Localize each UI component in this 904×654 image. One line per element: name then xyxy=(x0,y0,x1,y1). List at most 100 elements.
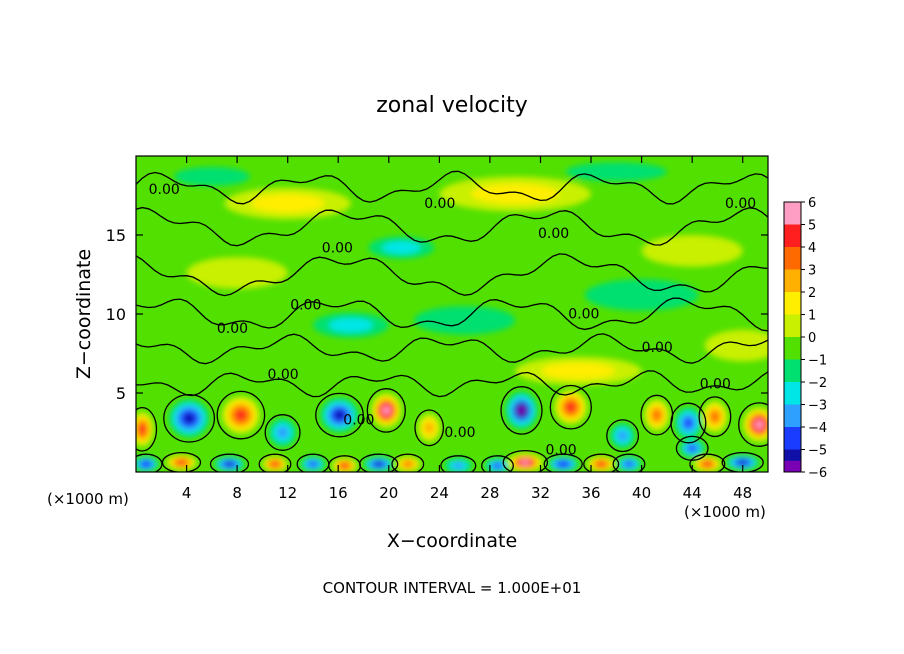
y-axis-label: Z−coordinate xyxy=(73,249,95,379)
velocity-eddy-13-level-4 xyxy=(754,420,764,430)
colorbar-swatch-10 xyxy=(784,427,801,450)
contour-label-12: 0.00 xyxy=(444,425,475,441)
contour-line-3 xyxy=(136,297,768,332)
velocity-eddy-21-level-3 xyxy=(403,461,412,467)
contour-label-0: 0.00 xyxy=(149,182,180,198)
contour-label-10: 0.00 xyxy=(700,376,731,392)
velocity-eddy-0-level-4 xyxy=(139,424,146,434)
colorbar-label-4: 2 xyxy=(808,286,816,301)
contour-eddy-23 xyxy=(481,455,514,472)
contour-labels: 0.00 0.00 0.00 0.00 0.00 0.00 0.00 0.00 0.00 0.00… xyxy=(149,182,757,459)
contour-label-7: 0.00 xyxy=(568,307,599,323)
velocity-eddy-23-level-3 xyxy=(493,463,502,469)
velocity-eddy-25-level-4 xyxy=(559,462,568,467)
velocity-eddy-19-level-4 xyxy=(341,463,348,468)
velocity-band-9 xyxy=(173,167,250,186)
contour-eddy-4 xyxy=(315,392,364,438)
x-tick-label-3: 16 xyxy=(329,484,348,502)
contour-eddy-20 xyxy=(359,453,399,472)
velocity-band-8-level-1 xyxy=(541,362,616,380)
contour-eddy-9 xyxy=(606,419,640,453)
velocity-eddy-14-level-4 xyxy=(142,462,150,467)
colorbar-label-7: −1 xyxy=(808,354,827,369)
velocity-band-7 xyxy=(186,257,288,289)
contour-label-2: 0.00 xyxy=(538,226,569,242)
velocity-eddy-9-level-2 xyxy=(617,430,628,441)
y-axis-ticks: 5 10 15 xyxy=(106,226,768,403)
colorbar-swatch-2 xyxy=(784,247,801,270)
colorbar-swatch-3 xyxy=(784,269,801,293)
x-tick-label-11: 48 xyxy=(733,484,752,502)
velocity-eddy-2-level-4 xyxy=(236,410,246,420)
contour-eddy-2 xyxy=(216,390,266,440)
velocity-eddy-10-level-3 xyxy=(652,410,661,421)
velocity-eddy-16-level-4 xyxy=(225,462,234,467)
x-tick-label-0: 4 xyxy=(182,484,192,502)
contour-line-2 xyxy=(136,253,768,297)
x-tick-label-6: 28 xyxy=(480,484,499,502)
colorbar-swatch-4 xyxy=(784,292,801,315)
contour-eddy-12 xyxy=(698,396,732,438)
velocity-eddy-18-level-3 xyxy=(309,461,317,467)
colorbar-swatch-7 xyxy=(784,359,801,383)
colorbar-swatch-8 xyxy=(784,382,801,405)
velocity-eddy-26-level-4 xyxy=(597,462,605,467)
contour-label-1: 0.00 xyxy=(424,196,455,212)
contour-label-11: 0.00 xyxy=(343,413,374,429)
colorbar-swatch-0 xyxy=(784,202,801,225)
contour-line-0 xyxy=(136,170,768,205)
x-axis-ticks: 4 8 12 16 20 24 28 32 36 40 44 48 xyxy=(182,156,752,502)
colorbar-swatch-1 xyxy=(784,224,801,248)
velocity-eddy-24-level-4 xyxy=(520,460,530,465)
velocity-eddy-4-level-4 xyxy=(334,410,345,420)
contour-label-5: 0.00 xyxy=(290,297,321,313)
x-tick-label-10: 44 xyxy=(683,484,702,502)
contour-eddy-27 xyxy=(612,453,646,472)
contour-eddy-28 xyxy=(675,435,709,461)
contour-label-4: 0.00 xyxy=(322,240,353,256)
velocity-band-0-level-1 xyxy=(382,241,421,255)
contour-eddy-22 xyxy=(440,455,477,472)
contour-eddy-25 xyxy=(543,453,583,472)
colorbar: 6 5 4 3 2 1 0 −1 −2 −3 −4 −5 −6 xyxy=(783,196,827,481)
contour-line-4 xyxy=(136,333,768,365)
velocity-eddy-5-level-4 xyxy=(382,405,391,415)
contour-eddy-7 xyxy=(500,386,543,435)
contour-eddy-26 xyxy=(583,453,620,472)
contour-line-1 xyxy=(136,206,768,247)
x-axis-label: X−coordinate xyxy=(387,530,517,552)
velocity-eddy-7-level-4 xyxy=(517,405,526,416)
plot-area xyxy=(136,156,768,472)
velocity-eddy-1-level-4 xyxy=(183,413,195,424)
colorbar-label-10: −4 xyxy=(808,421,827,436)
colorbar-label-8: −2 xyxy=(808,376,827,391)
velocity-band-5-level-1 xyxy=(471,183,560,204)
contour-interval-note: CONTOUR INTERVAL = 1.000E+01 xyxy=(323,579,582,597)
contour-eddy-16 xyxy=(209,453,250,472)
contour-eddy-5 xyxy=(366,388,406,433)
x-unit-right: (×1000 m) xyxy=(684,503,766,521)
contour-eddy-3 xyxy=(264,414,301,451)
x-tick-label-9: 40 xyxy=(632,484,651,502)
contour-eddy-30 xyxy=(721,451,764,472)
velocity-eddy-6-level-2 xyxy=(424,421,434,434)
velocity-eddy-12-level-3 xyxy=(710,411,719,422)
contour-eddy-0 xyxy=(136,406,158,452)
x-unit-left: (×1000 m) xyxy=(47,490,129,508)
x-tick-label-8: 36 xyxy=(581,484,600,502)
contour-eddy-11 xyxy=(670,402,707,444)
contour-eddy-17 xyxy=(258,453,292,472)
contour-label-9: 0.00 xyxy=(268,367,299,383)
x-tick-label-7: 32 xyxy=(531,484,550,502)
velocity-eddy-11-level-3 xyxy=(684,418,693,428)
velocity-band-1-level-1 xyxy=(328,317,373,333)
velocity-band-11 xyxy=(704,329,768,362)
colorbar-swatch-6 xyxy=(784,337,801,360)
contour-label-8: 0.00 xyxy=(642,340,673,356)
contour-eddy-15 xyxy=(161,451,202,472)
velocity-band-4-level-1 xyxy=(250,194,325,213)
colorbar-swatch-12 xyxy=(784,460,801,473)
colorbar-swatch-9 xyxy=(784,404,801,428)
velocity-eddy-29-level-4 xyxy=(703,462,711,467)
colorbar-label-11: −5 xyxy=(808,444,827,459)
